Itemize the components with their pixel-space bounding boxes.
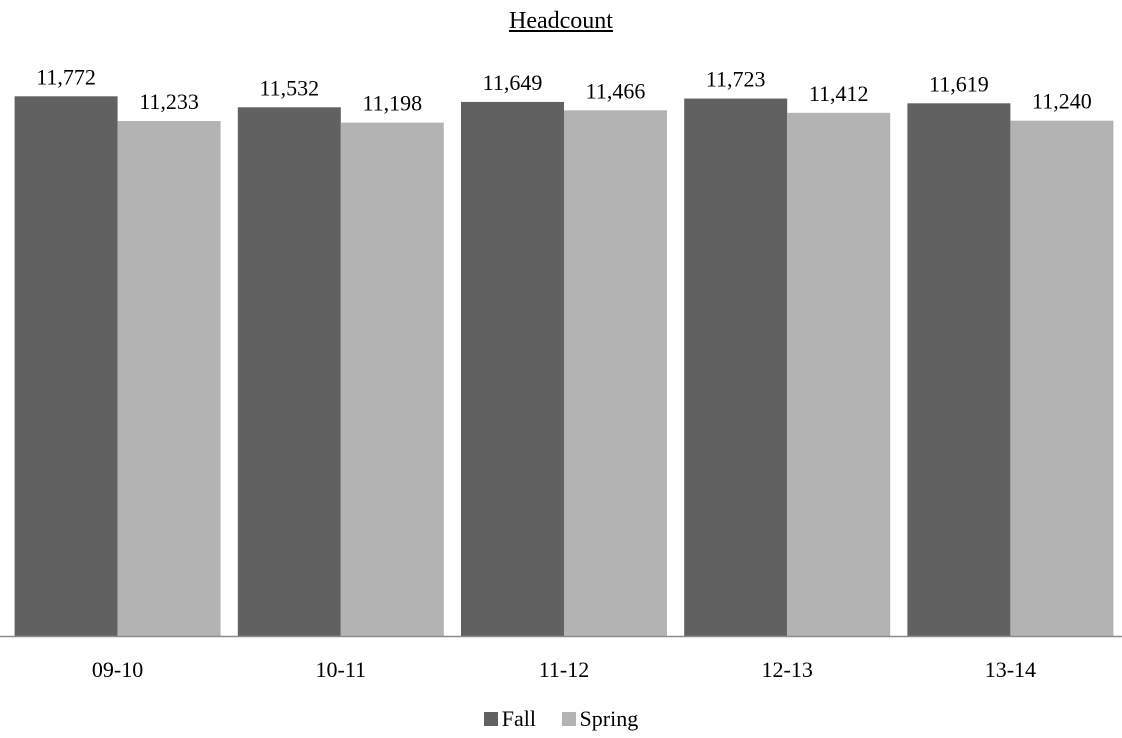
data-label-fall-13-14: 11,619 (929, 71, 989, 96)
data-label-fall-12-13: 11,723 (706, 67, 766, 92)
legend-item-fall: Fall (483, 706, 537, 732)
legend-item-spring: Spring (561, 706, 639, 732)
data-label-spring-12-13: 11,412 (809, 81, 869, 106)
x-tick-label-09-10: 09-10 (92, 657, 143, 682)
bar-fall-12-13 (684, 98, 788, 637)
data-label-fall-10-11: 11,532 (259, 75, 319, 100)
data-label-fall-09-10: 11,772 (36, 64, 96, 89)
data-label-fall-11-12: 11,649 (483, 70, 543, 95)
legend: Fall Spring (0, 706, 1122, 732)
data-label-spring-13-14: 11,240 (1032, 89, 1092, 114)
data-label-spring-10-11: 11,198 (362, 91, 422, 116)
legend-label-fall: Fall (501, 706, 537, 731)
x-tick-label-10-11: 10-11 (316, 657, 367, 682)
x-tick-label-13-14: 13-14 (985, 657, 1036, 682)
x-tick-label-11-12: 11-12 (539, 657, 590, 682)
bar-spring-11-12 (564, 110, 667, 636)
chart-title: Headcount (509, 8, 613, 34)
bar-spring-12-13 (787, 112, 891, 636)
legend-swatch-spring (561, 712, 576, 726)
bar-spring-09-10 (117, 121, 221, 637)
data-label-spring-11-12: 11,466 (586, 78, 646, 103)
legend-swatch-fall (483, 712, 498, 726)
bar-fall-13-14 (907, 103, 1011, 636)
bar-spring-10-11 (340, 122, 444, 637)
legend-label-spring: Spring (579, 706, 639, 731)
bar-fall-11-12 (461, 101, 564, 636)
data-label-spring-09-10: 11,233 (139, 89, 199, 114)
x-tick-label-12-13: 12-13 (762, 657, 813, 682)
bar-fall-10-11 (237, 107, 341, 637)
bar-spring-13-14 (1010, 120, 1114, 637)
bar-fall-09-10 (14, 96, 118, 637)
